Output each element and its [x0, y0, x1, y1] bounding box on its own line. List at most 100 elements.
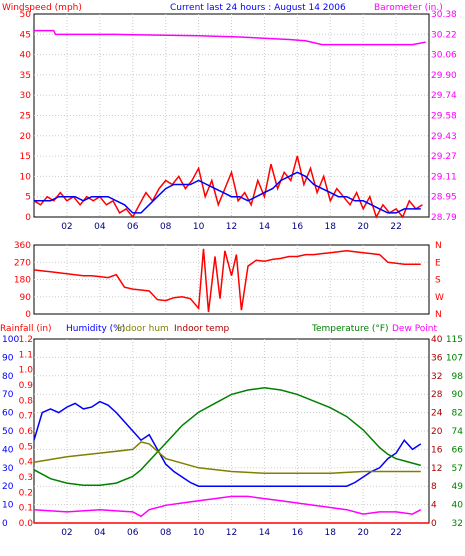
celsius-tick-label: 4 [431, 501, 437, 511]
indoor-hum-label: Indoor hum [117, 324, 169, 334]
humidity-tick-label: 40 [2, 445, 14, 455]
barometer-tick-label: 28.79 [431, 213, 457, 223]
celsius-tick-label: 32 [431, 372, 442, 382]
celsius-tick-label: 36 [431, 353, 443, 363]
time-tick-label: 08 [160, 222, 172, 232]
time-tick-label: 18 [325, 222, 337, 232]
fahrenheit-tick-label: 107 [446, 353, 463, 363]
wind-barometer-panel: 0 5 10 15 20 25 30 35 40 45 50 28.79 28.95 29.11 29.27… [20, 10, 457, 232]
celsius-tick-label: 20 [431, 427, 443, 437]
direction-tick-label: 0 [25, 310, 31, 320]
temperature-f-line [33, 387, 422, 487]
time-tick-label: 06 [127, 222, 139, 232]
humidity-tick-label: 70 [2, 390, 14, 400]
time-tick-label: 22 [390, 222, 401, 232]
plot-frame [33, 244, 430, 315]
time-tick-label: 04 [94, 528, 106, 538]
fahrenheit-tick-label: 90 [452, 390, 464, 400]
humidity-tick-label: 30 [2, 464, 14, 474]
chart-title: Current last 24 hours : August 14 2006 [170, 3, 346, 13]
compass-tick-label: E [435, 258, 441, 268]
windspeed-tick-label: 0 [25, 213, 31, 223]
fahrenheit-tick-label: 57 [452, 464, 463, 474]
time-tick-label: 06 [127, 528, 139, 538]
barometer-tick-label: 29.58 [431, 112, 457, 122]
windspeed-line [34, 171, 421, 214]
barometer-tick-label: 30.22 [431, 30, 457, 40]
dew-point-label: Dew Point [392, 324, 438, 334]
barometer-tick-label: 29.27 [431, 152, 457, 162]
time-tick-label: 18 [325, 528, 337, 538]
celsius-tick-label: 40 [431, 335, 443, 345]
windspeed-tick-label: 40 [20, 51, 32, 61]
celsius-tick-label: 0 [431, 519, 437, 529]
barometer-tick-label: 29.11 [431, 172, 457, 182]
rainfall-tick-label: 0.1 [19, 504, 33, 514]
windspeed-tick-label: 25 [20, 112, 31, 122]
windspeed-axis-label: Windspeed (mph) [2, 3, 82, 13]
humidity-tick-label: 20 [2, 482, 14, 492]
barometer-tick-label: 29.74 [431, 91, 457, 101]
time-tick-label: 14 [259, 528, 271, 538]
rainfall-label: Rainfall (in) [0, 324, 52, 334]
humidity-line [33, 400, 422, 487]
windspeed-tick-label: 20 [20, 132, 32, 142]
time-tick-label: 12 [226, 222, 237, 232]
fahrenheit-tick-label: 66 [452, 445, 464, 455]
humidity-tick-label: 100 [2, 335, 19, 345]
celsius-tick-label: 16 [431, 445, 443, 455]
direction-tick-label: 180 [14, 276, 31, 286]
fahrenheit-tick-label: 40 [452, 501, 464, 511]
rainfall-tick-label: 0.9 [19, 381, 34, 391]
time-tick-label: 16 [292, 222, 304, 232]
humidity-tick-label: 50 [2, 427, 14, 437]
fahrenheit-tick-label: 115 [446, 335, 463, 345]
humidity-tick-label: 0 [2, 519, 8, 529]
time-tick-label: 16 [292, 528, 304, 538]
fahrenheit-tick-label: 82 [452, 409, 463, 419]
direction-tick-label: 270 [14, 258, 31, 268]
windspeed-tick-label: 45 [20, 30, 31, 40]
time-tick-label: 20 [357, 528, 369, 538]
direction-tick-label: 360 [14, 241, 31, 251]
rainfall-tick-label: 0.5 [19, 442, 33, 452]
time-tick-label: 20 [357, 222, 369, 232]
temperature-humidity-panel: 01020304050607080901000.00.10.20.30.40.5… [2, 335, 463, 538]
celsius-tick-label: 24 [431, 409, 443, 419]
time-tick-label: 22 [390, 528, 401, 538]
windspeed-tick-label: 30 [20, 91, 32, 101]
time-tick-label: 04 [94, 222, 106, 232]
rainfall-tick-label: 0.7 [19, 412, 33, 422]
windspeed-tick-label: 10 [20, 172, 32, 182]
windspeed-tick-label: 50 [20, 10, 32, 20]
humidity-tick-label: 10 [2, 501, 14, 511]
time-tick-label: 10 [193, 222, 205, 232]
temperature-label: Temperature (°F) [311, 324, 389, 334]
barometer-axis-label: Barometer (in.) [374, 3, 443, 13]
celsius-tick-label: 12 [431, 464, 442, 474]
fahrenheit-tick-label: 32 [452, 519, 463, 529]
fahrenheit-tick-label: 98 [452, 372, 464, 382]
barometer-tick-label: 30.38 [431, 10, 457, 20]
rainfall-tick-label: 0.0 [19, 519, 34, 529]
humidity-tick-label: 80 [2, 372, 14, 382]
humidity-tick-label: 60 [2, 409, 14, 419]
humidity-tick-label: 90 [2, 353, 14, 363]
indoor-hum-line [33, 441, 421, 475]
rainfall-tick-label: 0.6 [19, 427, 34, 437]
time-tick-label: 02 [61, 222, 72, 232]
barometer-tick-label: 29.43 [431, 132, 457, 142]
wind-direction-line [33, 248, 421, 313]
barometer-tick-label: 30.06 [431, 51, 457, 61]
barometer-tick-label: 29.90 [431, 71, 457, 81]
barometer-line [34, 29, 426, 46]
barometer-tick-label: 28.95 [431, 193, 457, 203]
fahrenheit-tick-label: 74 [452, 427, 464, 437]
rainfall-tick-label: 1.2 [19, 335, 33, 345]
rainfall-tick-label: 1.0 [19, 366, 34, 376]
windspeed-tick-label: 35 [20, 71, 31, 81]
windspeed-tick-label: 15 [20, 152, 31, 162]
rainfall-tick-label: 1.1 [19, 350, 33, 360]
